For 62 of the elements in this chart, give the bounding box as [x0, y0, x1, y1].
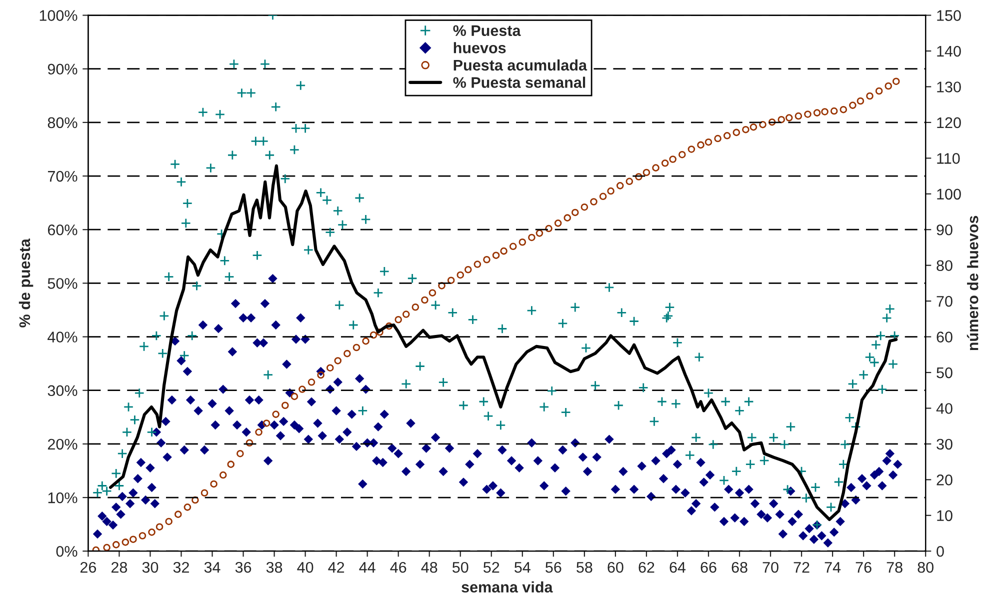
x-tick-label: 74: [824, 562, 841, 573]
y-tick-label: 30%: [48, 385, 78, 396]
y2-tick-label: 140: [937, 46, 961, 57]
legend-label: % Puesta: [453, 25, 521, 36]
y2-tick-label: 80: [936, 260, 952, 272]
x-tick-label: 70: [762, 562, 778, 573]
x-tick-label: 56: [546, 562, 562, 573]
x-tick-label: 68: [732, 562, 748, 573]
x-tick-label: 80: [918, 562, 934, 573]
y-tick-label: 40%: [48, 332, 78, 342]
y-tick-label: 60%: [48, 224, 78, 236]
y2-tick-label: 30: [936, 438, 952, 450]
y2-tick-label: 100: [937, 188, 961, 200]
x-axis-title: semana vida: [462, 581, 553, 593]
x-tick-label: 54: [514, 562, 530, 573]
x-tick-label: 34: [204, 562, 220, 573]
x-tick-label: 52: [484, 562, 500, 573]
y-tick-label: 50%: [48, 278, 78, 289]
y-tick-label: 70%: [48, 170, 78, 182]
x-tick-label: 32: [173, 562, 189, 573]
y2-tick-label: 50: [936, 367, 952, 378]
x-tick-label: 58: [576, 562, 592, 573]
x-tick-label: 42: [328, 562, 344, 573]
y2-tick-label: 150: [937, 10, 961, 21]
y2-tick-label: 20: [936, 474, 952, 486]
x-tick-label: 30: [142, 562, 158, 573]
y-tick-label: 90%: [48, 64, 78, 75]
y-tick-label: 80%: [48, 117, 78, 128]
x-tick-label: 40: [297, 562, 314, 573]
x-tick-label: 46: [390, 562, 406, 573]
y2-tick-label: 120: [937, 117, 961, 128]
x-tick-label: 48: [421, 562, 438, 573]
y2-axis-title: número de huevos: [966, 216, 978, 350]
y-tick-label: 0%: [56, 546, 78, 557]
legend-label: Puesta acumulada: [454, 59, 588, 71]
x-tick-label: 64: [670, 562, 686, 573]
x-tick-label: 72: [794, 562, 810, 573]
x-tick-label: 66: [700, 562, 716, 573]
y2-tick-label: 90: [936, 224, 952, 236]
y-tick-label: 100%: [40, 10, 78, 21]
legend-label: huevos: [454, 42, 506, 54]
x-tick-label: 26: [80, 562, 96, 573]
y-tick-label: 20%: [48, 438, 78, 450]
y-tick-label: 10%: [48, 492, 78, 504]
x-tick-label: 60: [608, 562, 624, 573]
x-tick-label: 28: [111, 562, 128, 573]
x-tick-label: 76: [856, 562, 872, 573]
y2-tick-label: 130: [937, 82, 961, 92]
y2-tick-label: 0: [936, 546, 944, 557]
x-tick-label: 78: [886, 562, 902, 573]
x-tick-label: 62: [638, 562, 654, 573]
y2-tick-label: 10: [937, 510, 952, 522]
x-tick-label: 38: [266, 562, 282, 573]
y2-tick-label: 60: [936, 332, 952, 342]
y2-tick-label: 110: [937, 153, 960, 164]
x-tick-label: 44: [359, 562, 376, 573]
legend-label: % Puesta semanal: [453, 76, 586, 88]
y2-tick-label: 40: [936, 403, 952, 414]
y-axis-title: % de puesta: [18, 238, 34, 328]
x-tick-label: 36: [235, 562, 252, 573]
y2-tick-label: 70: [936, 296, 952, 307]
x-tick-label: 50: [452, 562, 468, 573]
